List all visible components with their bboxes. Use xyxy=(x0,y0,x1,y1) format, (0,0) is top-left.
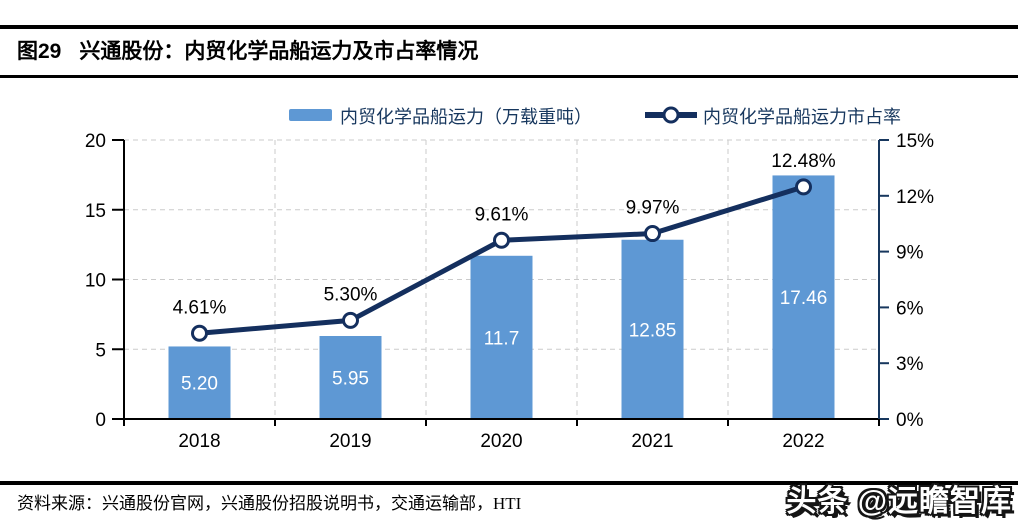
bar-value-labels: 5.20 5.95 11.7 12.85 17.46 xyxy=(181,288,827,395)
marker-2018 xyxy=(191,324,208,342)
axes xyxy=(112,139,889,426)
legend-bar-label: 内贸化学品船运力（万载重吨） xyxy=(340,107,592,127)
footer-rule xyxy=(0,481,1018,485)
right-tick-label: 12% xyxy=(896,187,934,208)
left-tick-label: 5 xyxy=(95,340,106,361)
bar-label-2022: 17.46 xyxy=(780,288,828,309)
right-tick-label: 3% xyxy=(896,354,924,375)
point-label-2020: 9.61% xyxy=(475,204,529,225)
point-label-2022: 12.48% xyxy=(771,151,836,172)
bar-2021 xyxy=(621,239,684,419)
axis-tick-labels: 0 5 10 15 20 0% 3% 6% 9% 12% 15% 2018 2019 2020 2021 20… xyxy=(85,131,934,452)
line-point-labels: 4.61% 5.30% 9.61% 9.97% 12.48% xyxy=(173,151,836,318)
bar-label-2018: 5.20 xyxy=(181,374,218,395)
point-label-2018: 4.61% xyxy=(173,297,227,318)
figure-title-text: 兴通股份：内贸化学品船运力及市占率情况 xyxy=(79,40,479,63)
watermark: 头条 @远瞻智库 xyxy=(786,485,1012,518)
bar-label-2019: 5.95 xyxy=(332,368,369,389)
point-label-2021: 9.97% xyxy=(626,198,680,219)
point-label-2019: 5.30% xyxy=(324,284,378,305)
bar-label-2020: 11.7 xyxy=(484,328,520,349)
bar-2022 xyxy=(772,175,835,419)
bar-label-2021: 12.85 xyxy=(629,320,677,341)
bar-2018 xyxy=(168,346,231,419)
chart-legend: 内贸化学品船运力（万载重吨） 内贸化学品船运力市占率 xyxy=(289,106,901,127)
bar-2019 xyxy=(319,335,382,419)
marker-2020 xyxy=(493,231,510,249)
x-tick-label-2021: 2021 xyxy=(631,431,673,452)
marker-2021 xyxy=(644,225,661,243)
x-tick-label-2019: 2019 xyxy=(329,431,371,452)
figure-label: 图29 xyxy=(17,40,62,63)
top-rule xyxy=(0,25,1018,29)
legend-line-marker-icon xyxy=(662,106,680,124)
right-tick-label: 15% xyxy=(896,131,934,152)
right-tick-label: 0% xyxy=(896,410,924,431)
x-tick-label-2022: 2022 xyxy=(782,431,824,452)
right-tick-label: 9% xyxy=(896,243,924,264)
title-rule xyxy=(0,75,1018,78)
left-tick-label: 0 xyxy=(95,410,106,431)
marker-2022 xyxy=(795,178,812,196)
line-series xyxy=(191,178,812,342)
source-note: 资料来源：兴通股份官网，兴通股份招股说明书，交通运输部，HTI xyxy=(17,494,522,513)
bar-2020 xyxy=(470,255,533,419)
left-tick-label: 15 xyxy=(85,201,106,222)
figure-title: 图29 兴通股份：内贸化学品船运力及市占率情况 xyxy=(17,37,478,67)
left-tick-label: 20 xyxy=(85,131,106,152)
x-tick-label-2020: 2020 xyxy=(480,431,522,452)
right-tick-label: 6% xyxy=(896,298,924,319)
legend-bar-swatch-icon xyxy=(289,109,332,121)
legend-line-label: 内贸化学品船运力市占率 xyxy=(703,107,901,127)
x-tick-label-2018: 2018 xyxy=(178,431,220,452)
left-tick-label: 10 xyxy=(85,271,106,292)
marker-2019 xyxy=(342,311,359,329)
bar-series xyxy=(168,175,835,419)
